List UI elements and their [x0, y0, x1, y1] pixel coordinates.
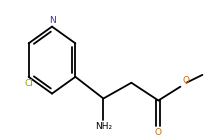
- Text: N: N: [49, 16, 55, 25]
- Text: O: O: [155, 128, 162, 137]
- Text: O: O: [182, 76, 189, 85]
- Text: Cl: Cl: [24, 79, 33, 88]
- Text: NH₂: NH₂: [95, 122, 112, 131]
